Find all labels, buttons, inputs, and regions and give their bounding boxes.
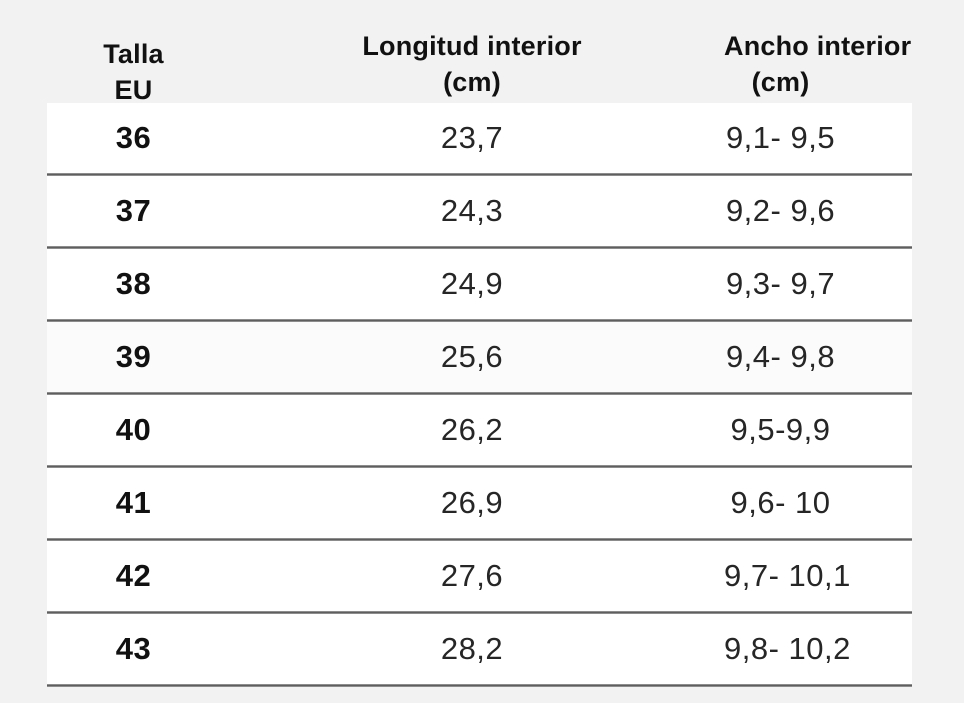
length-cell: 23,7 <box>440 120 504 155</box>
length-cell: 24,9 <box>440 266 504 301</box>
column-header-width-line1: Ancho interior <box>724 31 912 61</box>
column-header-size: Talla EU <box>47 36 220 108</box>
column-header-width: Ancho interior (cm) <box>724 28 912 108</box>
column-header-size-line2: EU <box>114 75 153 105</box>
table-row: 36 23,7 9,1- 9,5 <box>47 103 912 173</box>
table-row: 43 28,2 9,8- 10,2 <box>47 614 912 684</box>
length-cell: 28,2 <box>440 631 504 666</box>
size-cell: 36 <box>115 120 152 155</box>
size-cell: 43 <box>115 631 152 666</box>
row-divider <box>47 465 912 468</box>
row-divider <box>47 319 912 322</box>
width-cell: 9,7- 10,1 <box>724 558 851 593</box>
length-cell: 25,6 <box>440 339 504 374</box>
table-row: 42 27,6 9,7- 10,1 <box>47 541 912 611</box>
table-row: 38 24,9 9,3- 9,7 <box>47 249 912 319</box>
table-body: 36 23,7 9,1- 9,5 37 24,3 9,2- 9,6 38 24,… <box>47 103 912 687</box>
size-cell: 37 <box>115 193 152 228</box>
row-divider <box>47 392 912 395</box>
table-row: 37 24,3 9,2- 9,6 <box>47 176 912 246</box>
row-divider <box>47 173 912 176</box>
size-cell: 41 <box>115 485 152 520</box>
length-cell: 26,2 <box>440 412 504 447</box>
table-row: 41 26,9 9,6- 10 <box>47 468 912 538</box>
column-header-size-line1: Talla <box>103 39 164 69</box>
size-cell: 42 <box>115 558 152 593</box>
column-header-length-line1: Longitud interior <box>362 31 582 61</box>
width-cell: 9,4- 9,8 <box>725 339 836 374</box>
table-header: Talla EU Longitud interior (cm) Ancho in… <box>47 28 912 108</box>
column-header-width-line2: (cm) <box>751 67 810 97</box>
table-row: 40 26,2 9,5-9,9 <box>47 395 912 465</box>
row-divider <box>47 684 912 687</box>
length-cell: 24,3 <box>440 193 504 228</box>
size-cell: 38 <box>115 266 152 301</box>
row-divider <box>47 538 912 541</box>
width-cell: 9,6- 10 <box>730 485 831 520</box>
size-cell: 40 <box>115 412 152 447</box>
size-cell: 39 <box>115 339 152 374</box>
width-cell: 9,8- 10,2 <box>724 631 851 666</box>
length-cell: 27,6 <box>440 558 504 593</box>
column-header-length: Longitud interior (cm) <box>220 28 724 108</box>
width-cell: 9,5-9,9 <box>730 412 831 447</box>
table-row: 39 25,6 9,4- 9,8 <box>47 322 912 392</box>
width-cell: 9,1- 9,5 <box>725 120 836 155</box>
row-divider <box>47 611 912 614</box>
width-cell: 9,2- 9,6 <box>725 193 836 228</box>
column-header-length-line2: (cm) <box>443 67 501 97</box>
length-cell: 26,9 <box>440 485 504 520</box>
row-divider <box>47 246 912 249</box>
width-cell: 9,3- 9,7 <box>725 266 836 301</box>
